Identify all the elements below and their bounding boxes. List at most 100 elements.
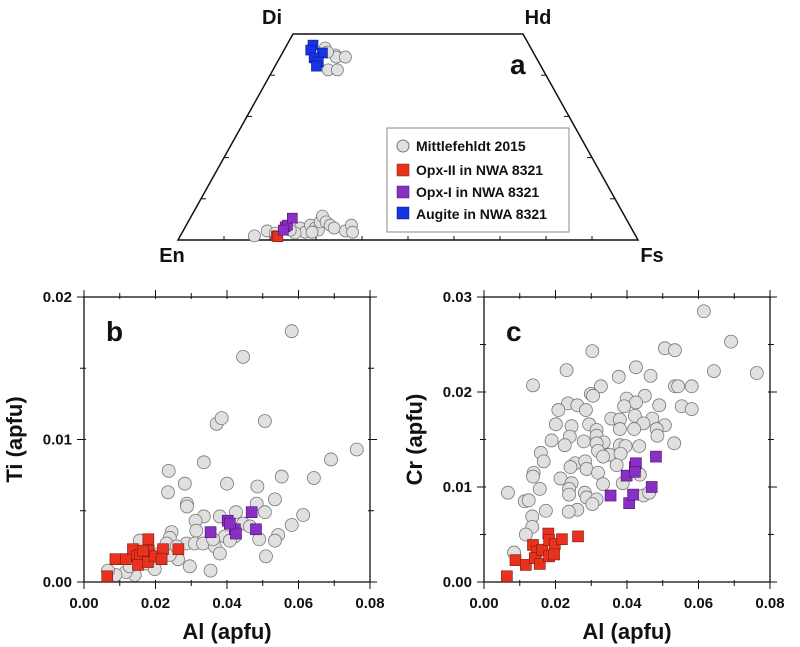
data-point-reference (177, 476, 192, 491)
data-point-reference (749, 366, 764, 380)
data-point-reference (576, 434, 591, 449)
scatter-panel-b: 0.00 0.02 0.04 0.06 0.08 0.00 0.01 0.02 Al (apfu… (2, 289, 385, 644)
legend: Mittlefehldt 2015 Opx-II in NWA 8321 Opx… (386, 127, 570, 233)
legend-label: Opx-II in NWA 8321 (416, 162, 543, 178)
legend-label: Mittlefehldt 2015 (416, 138, 526, 154)
data-point-reference (259, 549, 273, 564)
x-tick-label: 0.00 (69, 595, 98, 612)
data-point-reference (724, 334, 738, 349)
data-point-reference (632, 439, 647, 454)
data-point-reference (609, 458, 624, 473)
data-point-reference (339, 50, 352, 64)
scatter-panel-c: 0.00 0.02 0.04 0.06 0.08 0.00 0.01 0.02 0.03 Al (… (402, 289, 785, 644)
data-point-reference (284, 518, 299, 532)
data-point-reference (526, 378, 540, 393)
data-point-reference (548, 417, 563, 432)
data-point-opx2 (536, 543, 549, 556)
data-point-reference (306, 471, 321, 485)
data-point-opx1 (230, 527, 242, 540)
legend-marker-augite (396, 206, 410, 220)
y-tick-label: 0.00 (443, 574, 472, 591)
data-point-reference (585, 344, 600, 359)
legend-label: Opx-I in NWA 8321 (416, 184, 539, 200)
legend-label: Augite in NWA 8321 (416, 206, 547, 222)
data-point-reference (591, 465, 605, 480)
data-point-reference (612, 422, 627, 436)
data-point-reference (684, 379, 699, 394)
y-tick-label: 0.02 (43, 289, 72, 306)
x-axis-label: Al (apfu) (182, 619, 271, 644)
data-point-opx2 (572, 530, 584, 543)
data-point-reference (544, 433, 559, 448)
y-tick-label: 0.00 (43, 574, 72, 591)
data-point-opx2 (142, 533, 155, 546)
data-point-opx2 (533, 558, 546, 570)
data-point-opx2 (272, 231, 284, 243)
data-point-reference (579, 462, 594, 476)
data-point-reference (236, 349, 250, 364)
data-point-reference (585, 497, 600, 512)
legend-box (386, 127, 570, 233)
data-point-reference (561, 504, 576, 519)
data-point-reference (562, 487, 576, 502)
data-point-reference (563, 460, 578, 474)
data-point-opx2 (556, 533, 568, 546)
y-axis-label: Ti (apfu) (2, 396, 27, 482)
vertex-label-di: Di (262, 7, 282, 29)
x-tick-label: 0.06 (284, 595, 313, 612)
data-point-opx2 (120, 553, 132, 566)
x-tick-label: 0.06 (684, 595, 713, 612)
data-point-opx2 (155, 553, 168, 566)
data-point-reference (559, 363, 574, 378)
data-point-augite (311, 60, 322, 72)
y-tick-label: 0.02 (443, 384, 472, 401)
data-point-reference (557, 438, 572, 453)
data-point-reference (330, 63, 344, 77)
y-tick-label: 0.01 (443, 479, 472, 496)
data-point-reference (180, 499, 194, 514)
ternary-ticks (201, 74, 615, 240)
data-point-reference (627, 422, 642, 436)
panel-label-c: c (506, 316, 522, 347)
data-point-opx2 (137, 544, 149, 557)
data-point-reference (526, 469, 540, 484)
x-tick-label: 0.08 (755, 595, 784, 612)
x-tick-label: 0.04 (212, 595, 242, 612)
data-point-reference (247, 229, 261, 243)
data-point-opx2 (132, 559, 144, 571)
data-point-reference (706, 364, 721, 379)
data-point-reference (214, 411, 229, 426)
data-point-reference (684, 402, 699, 417)
vertex-label-hd: Hd (525, 7, 552, 29)
data-point-reference (203, 563, 218, 578)
data-point-reference (594, 379, 608, 394)
vertex-label-en: En (159, 245, 185, 267)
data-point-opx2 (548, 548, 560, 561)
data-point-opx2 (509, 554, 522, 566)
data-point-reference (296, 508, 311, 522)
data-point-opx2 (101, 570, 114, 583)
data-point-reference (586, 388, 600, 403)
data-point-opx1 (629, 465, 641, 478)
panel-label-b: b (106, 316, 123, 347)
data-point-opx2 (157, 543, 169, 556)
data-point-reference (611, 369, 626, 384)
ternary-frame (176, 33, 640, 241)
data-point-reference (346, 225, 359, 239)
x-axis-label: Al (apfu) (582, 619, 671, 644)
data-point-reference (538, 503, 553, 518)
data-point-opx1 (650, 450, 662, 463)
data-point-opx1 (287, 212, 298, 224)
data-point-reference (327, 221, 341, 235)
panel-label-a: a (510, 49, 526, 80)
data-point-reference (189, 523, 204, 538)
data-point-reference (629, 360, 643, 375)
data-point-reference (212, 546, 227, 561)
ternary-panel-a: Di Hd En Fs a Mittlefehldt 2015 Opx-II i… (159, 7, 663, 267)
data-point-reference (596, 477, 610, 492)
data-point-reference (250, 479, 265, 494)
legend-marker-opx1 (396, 185, 410, 199)
data-point-reference (257, 505, 272, 520)
data-point-opx1 (645, 481, 658, 493)
